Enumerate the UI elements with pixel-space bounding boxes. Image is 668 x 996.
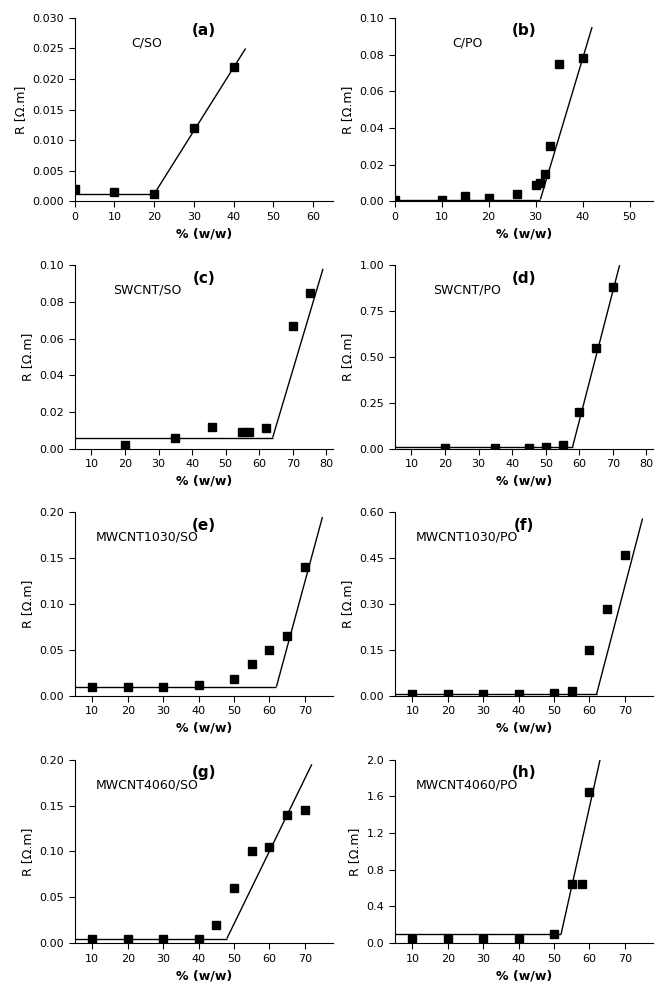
Text: (b): (b) <box>512 23 536 39</box>
Text: (h): (h) <box>512 765 536 780</box>
Text: (a): (a) <box>192 23 216 39</box>
X-axis label: % (w/w): % (w/w) <box>176 722 232 735</box>
X-axis label: % (w/w): % (w/w) <box>496 722 552 735</box>
Text: (c): (c) <box>192 271 215 286</box>
Text: SWCNT/SO: SWCNT/SO <box>113 284 181 297</box>
Text: (f): (f) <box>514 518 534 533</box>
Text: SWCNT/PO: SWCNT/PO <box>433 284 501 297</box>
Text: (e): (e) <box>192 518 216 533</box>
Y-axis label: R [Ω.m]: R [Ω.m] <box>341 86 354 133</box>
Text: C/PO: C/PO <box>452 36 482 49</box>
X-axis label: % (w/w): % (w/w) <box>496 474 552 488</box>
Text: MWCNT1030/SO: MWCNT1030/SO <box>96 531 198 544</box>
Y-axis label: R [Ω.m]: R [Ω.m] <box>341 333 354 381</box>
X-axis label: % (w/w): % (w/w) <box>176 227 232 240</box>
Y-axis label: R [Ω.m]: R [Ω.m] <box>21 333 34 381</box>
Text: MWCNT4060/SO: MWCNT4060/SO <box>96 778 198 791</box>
Y-axis label: R [Ω.m]: R [Ω.m] <box>21 828 34 875</box>
Text: MWCNT1030/PO: MWCNT1030/PO <box>416 531 518 544</box>
Y-axis label: R [Ω.m]: R [Ω.m] <box>341 580 354 628</box>
Text: (g): (g) <box>192 765 216 780</box>
X-axis label: % (w/w): % (w/w) <box>176 969 232 982</box>
Y-axis label: R [Ω.m]: R [Ω.m] <box>348 828 361 875</box>
Y-axis label: R [Ω.m]: R [Ω.m] <box>21 580 34 628</box>
X-axis label: % (w/w): % (w/w) <box>496 227 552 240</box>
X-axis label: % (w/w): % (w/w) <box>176 474 232 488</box>
Text: (d): (d) <box>512 271 536 286</box>
Text: C/SO: C/SO <box>132 36 162 49</box>
X-axis label: % (w/w): % (w/w) <box>496 969 552 982</box>
Text: MWCNT4060/PO: MWCNT4060/PO <box>416 778 518 791</box>
Y-axis label: R [Ω.m]: R [Ω.m] <box>14 86 27 133</box>
